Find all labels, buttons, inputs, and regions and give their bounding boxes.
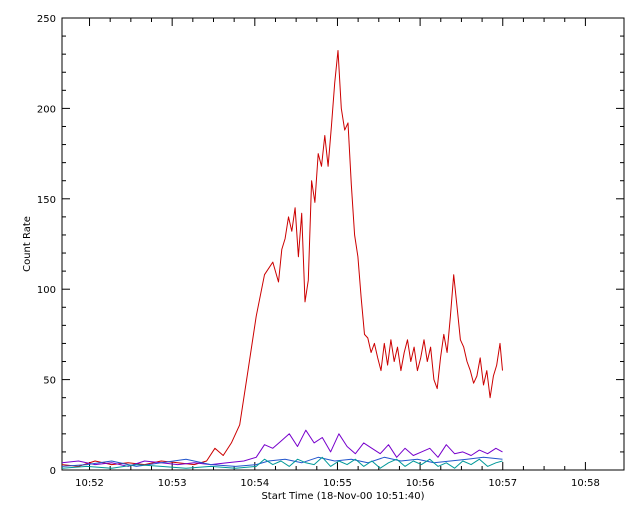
x-axis-label: Start Time (18-Nov-00 10:51:40) [261, 491, 424, 502]
series-layer [61, 50, 503, 469]
x-tick-label: 10:54 [240, 478, 269, 489]
y-tick-label: 150 [37, 195, 56, 206]
plot-frame [61, 17, 625, 471]
x-axis-ticks: 10:52 10:53 10:54 10:55 10:56 10:57 10:58 [75, 18, 600, 489]
y-tick-label: 50 [43, 376, 56, 387]
y-tick-label: 100 [37, 285, 56, 296]
series-line-2 [61, 429, 503, 467]
y-axis-label: Count Rate [22, 216, 33, 272]
x-tick-label: 10:57 [488, 478, 517, 489]
y-tick-label: 250 [37, 14, 56, 25]
series-line-4 [61, 456, 503, 469]
x-tick-label: 10:53 [158, 478, 187, 489]
series-line-3 [61, 456, 503, 467]
x-tick-label: 10:52 [75, 478, 104, 489]
x-tick-label: 10:58 [571, 478, 600, 489]
y-tick-label: 200 [37, 104, 56, 115]
x-tick-label: 10:55 [323, 478, 352, 489]
x-tick-label: 10:56 [406, 478, 435, 489]
y-tick-label: 0 [50, 466, 56, 477]
series-line-1 [61, 50, 503, 467]
y-axis-ticks: 0 50 100 150 200 250 [37, 14, 624, 477]
